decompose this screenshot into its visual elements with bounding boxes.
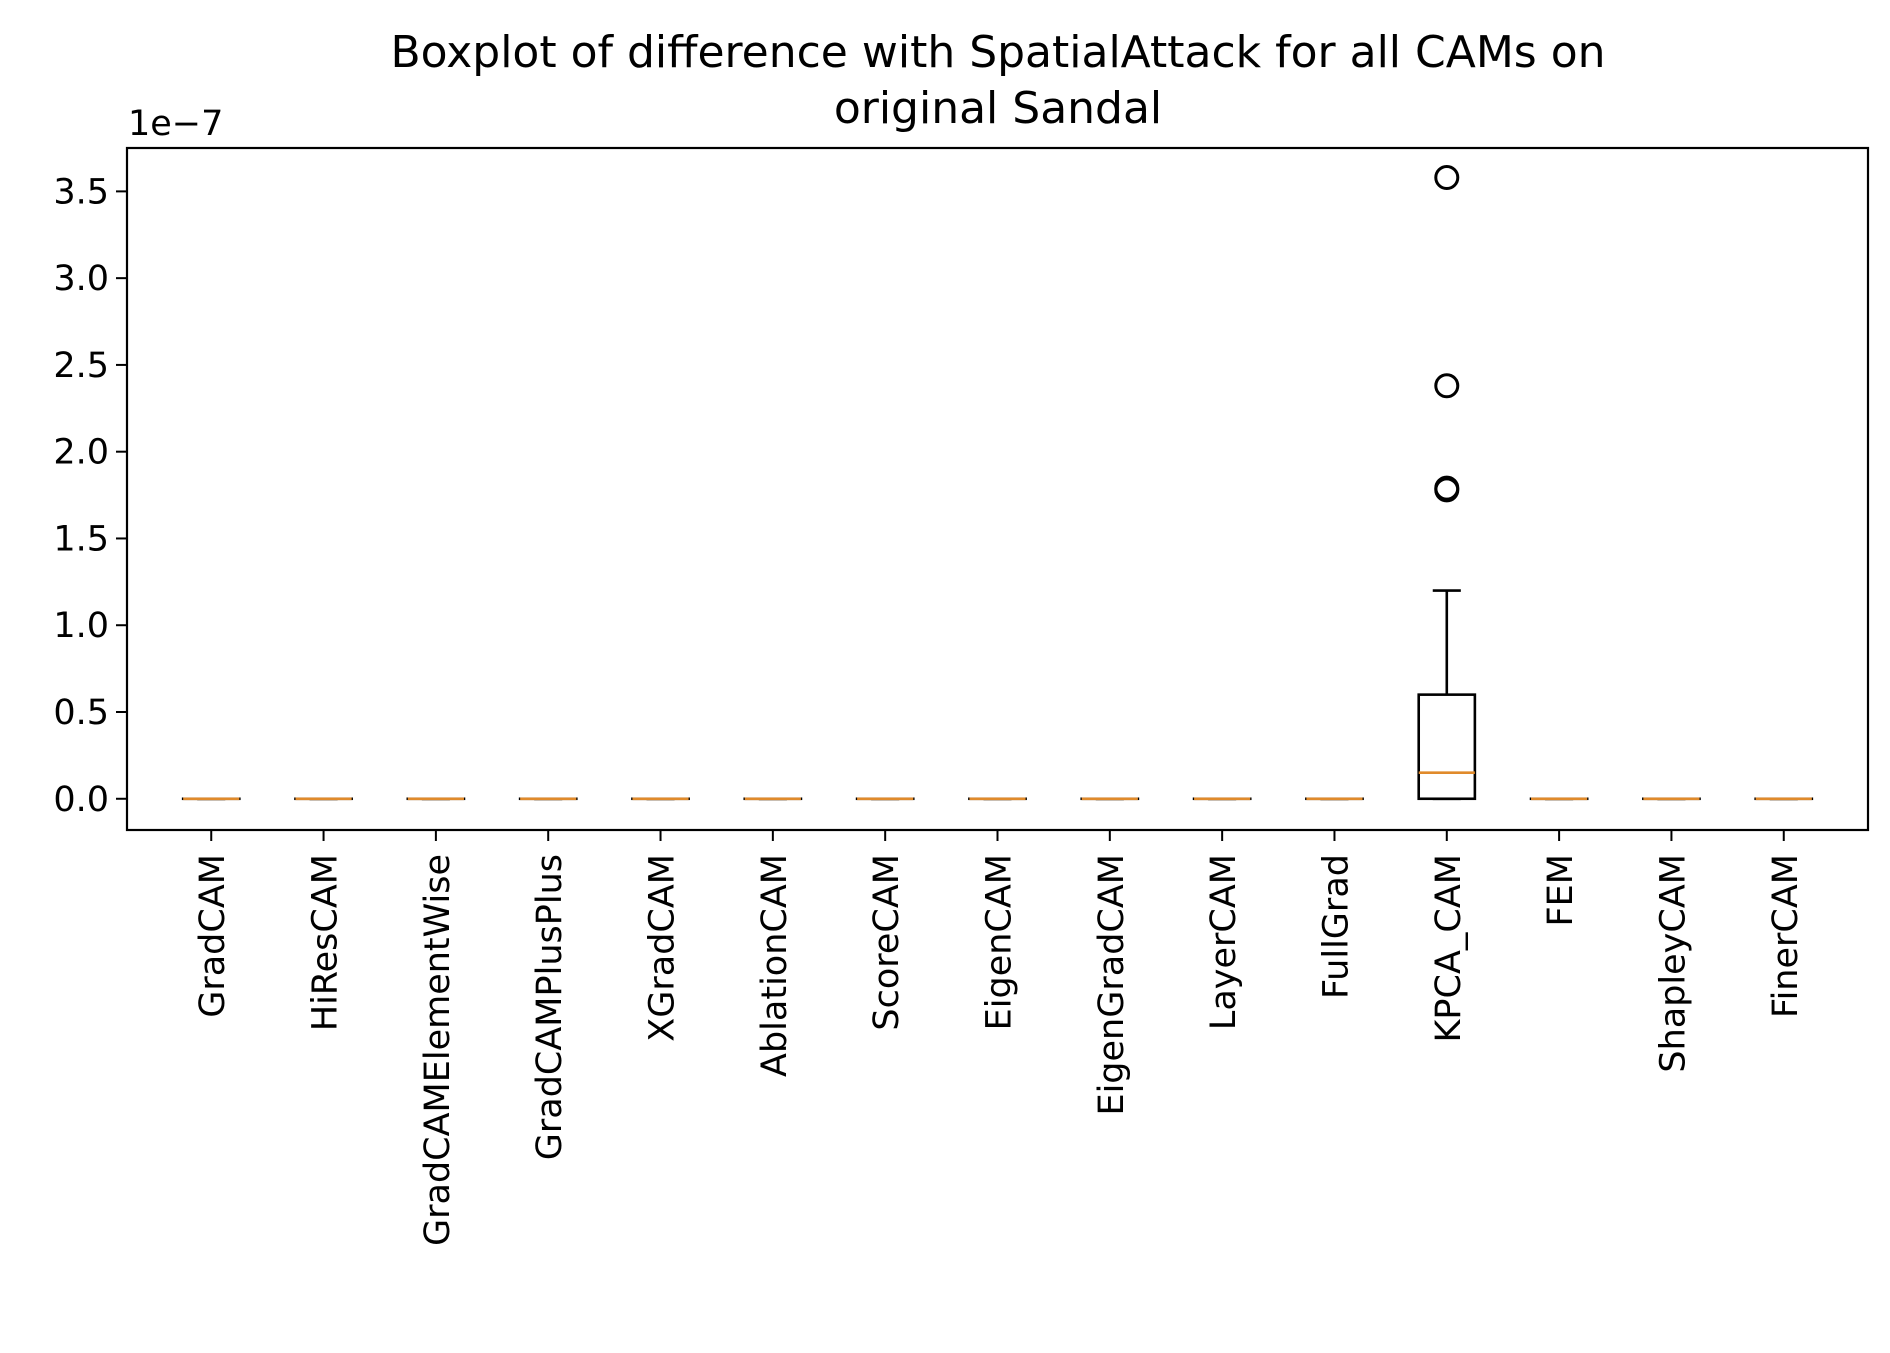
axes-frame [125,146,1870,832]
y-tick-label: 2.5 [53,346,109,386]
x-tick-label: LayerCAM [1204,854,1244,1030]
y-tick-label: 0.0 [53,780,109,820]
y-tick-label: 0.5 [53,693,109,733]
x-tick-label: ShapleyCAM [1653,854,1693,1073]
x-tick-label: FinerCAM [1766,854,1806,1018]
x-tick-label: HiResCAM [306,854,346,1031]
y-tick-label: 2.0 [53,433,109,473]
x-tick-label: FullGrad [1316,854,1356,999]
y-tick-label: 1.5 [53,519,109,559]
flier-point [1434,475,1460,501]
x-tick-label: EigenGradCAM [1092,854,1132,1116]
x-tick-label: XGradCAM [643,854,683,1042]
y-tick-label: 3.5 [53,172,109,212]
flier-point [1434,165,1460,191]
box-body [1417,693,1477,801]
x-tick-label: ScoreCAM [867,854,907,1031]
x-tick-label: AblationCAM [755,854,795,1077]
flier-point [1434,373,1460,399]
y-axis-offset-label: 1e−7 [128,104,223,144]
x-tick-label: KPCA_CAM [1429,854,1469,1043]
y-tick-label: 1.0 [53,606,109,646]
x-tick-label: EigenCAM [980,854,1020,1030]
chart-title: Boxplot of difference with SpatialAttack… [390,27,1605,134]
x-tick-label: GradCAM [193,854,233,1018]
y-tick-label: 3.0 [53,259,109,299]
x-tick-label: GradCAMPlusPlus [530,854,570,1160]
chart-title-line-1: Boxplot of difference with SpatialAttack… [390,27,1605,78]
plot-area: 0.0 0.5 1.0 1.5 2.0 2.5 3.0 3.5 GradCAM HiResCAM G… [53,146,1870,1246]
chart-title-line-2: original Sandal [834,83,1162,134]
x-tick-label: GradCAMElementWise [418,854,458,1246]
x-tick-label: FEM [1541,854,1581,926]
